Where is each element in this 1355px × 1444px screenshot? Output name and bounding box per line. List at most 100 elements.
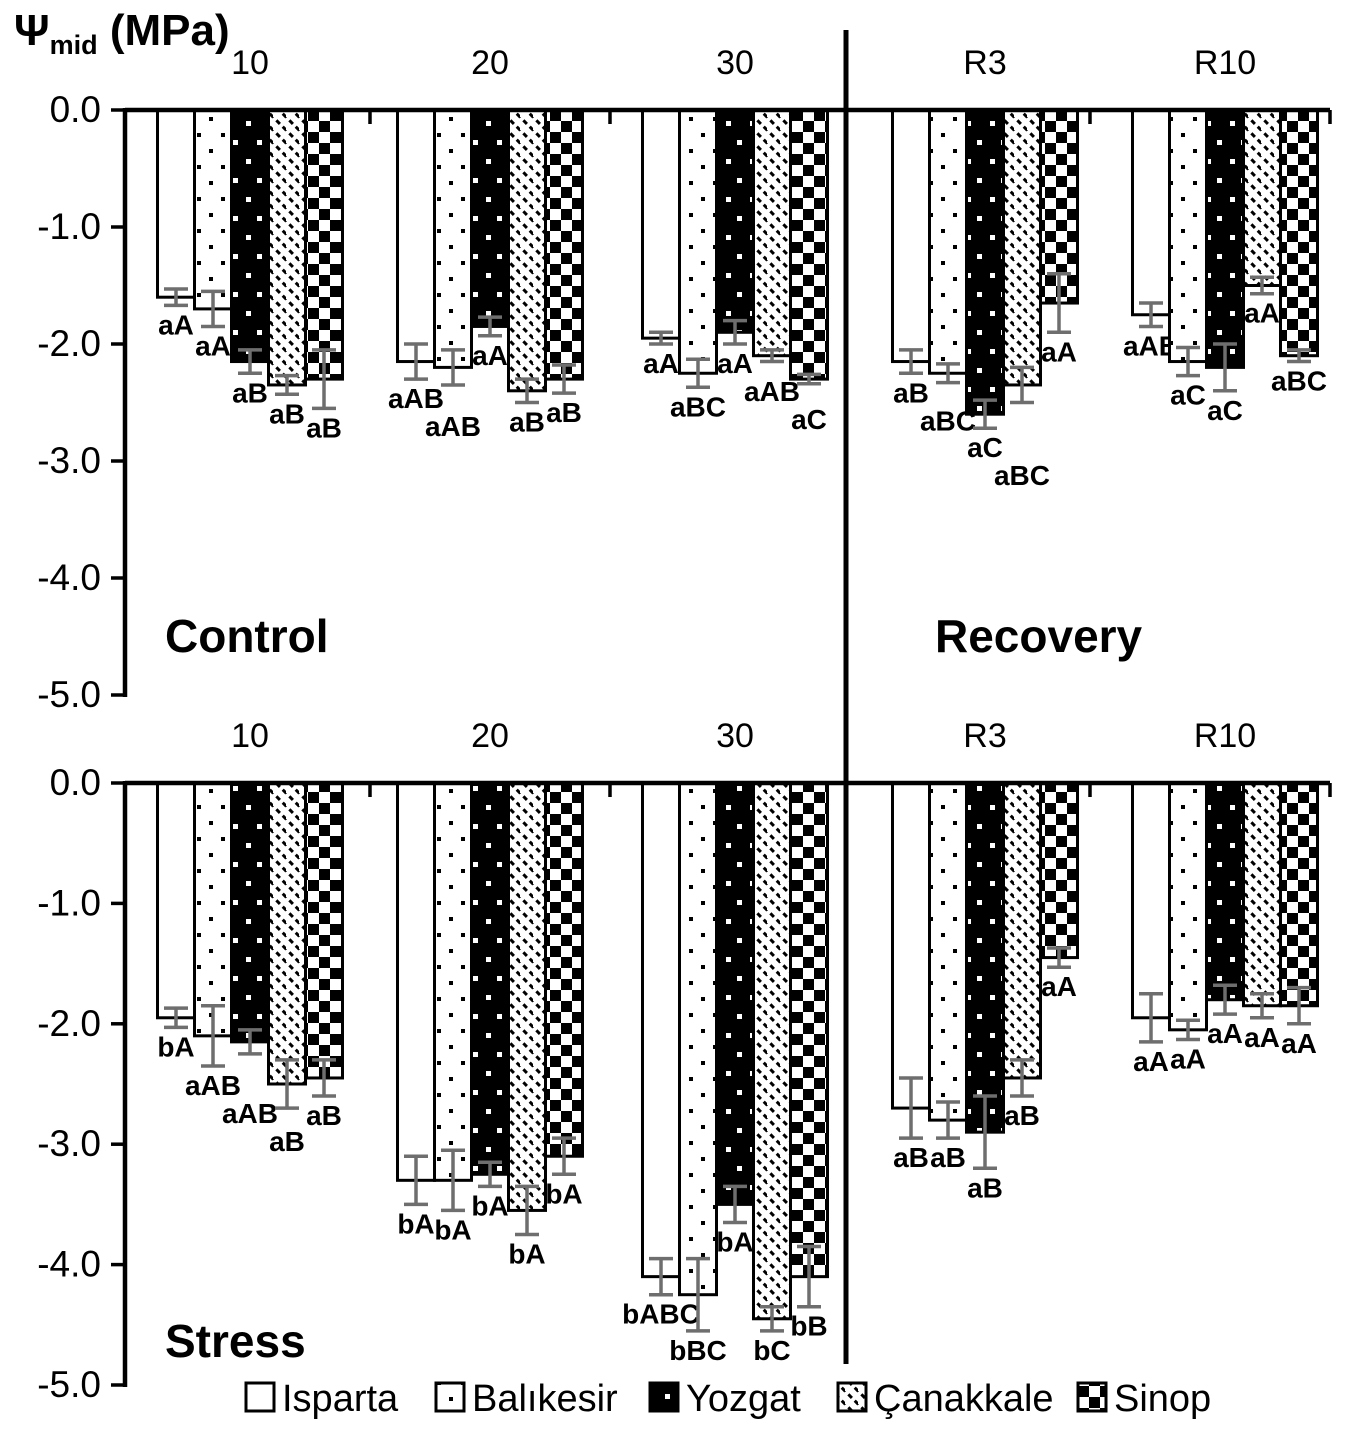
error-bar-sinop-30-panel1 [797,1244,821,1309]
sig-label-yozgat-10-panel1: aAB [222,1098,278,1129]
bar-yozgat-r10-panel1 [1205,781,1245,1002]
legend-swatch-yozgat [648,1381,680,1413]
y-tick-label-panel1: 0.0 [50,762,101,803]
legend-label-balikesir: Balıkesir [472,1378,618,1420]
bar-balikesir-30-panel0 [678,108,718,375]
group-header-10-panel0: 10 [231,44,269,82]
sig-label-balikesir-20-panel1: bA [434,1214,471,1245]
bar-sinop-r3-panel0 [1039,108,1079,305]
error-bar-sinop-10-panel1 [312,1058,336,1098]
sig-label-canakkale-10-panel1: aB [269,1126,305,1157]
bar-yozgat-10-panel0 [230,108,270,364]
bar-canakkale-30-panel1 [752,781,792,1321]
bar-isparta-10-panel0 [156,108,196,299]
error-bar-sinop-30-panel0 [797,372,821,386]
sig-label-canakkale-r10-panel0: aA [1244,298,1280,329]
error-bar-isparta-30-panel0 [649,330,673,346]
bar-balikesir-r10-panel1 [1168,781,1208,1032]
y-tick-label-panel0: -3.0 [37,440,101,481]
error-bar-balikesir-r10-panel0 [1176,345,1200,378]
bar-yozgat-30-panel0 [715,108,755,334]
error-bar-yozgat-20-panel0 [478,315,502,338]
legend-item-balikesir: Balıkesir [434,1378,618,1420]
group-header-r3-panel0: R3 [963,44,1006,82]
error-bar-balikesir-20-panel1 [441,1148,465,1213]
sig-label-isparta-r3-panel1: aB [893,1142,929,1173]
error-bar-canakkale-10-panel0 [275,373,299,397]
legend-swatch-canakkale [836,1381,868,1413]
y-tick-label-panel1: -1.0 [37,882,101,923]
legend-swatch-isparta [244,1381,276,1413]
error-bar-isparta-20-panel0 [404,342,428,381]
sig-label-balikesir-10-panel0: aA [195,330,231,361]
sig-label-yozgat-30-panel0: aA [717,348,753,379]
error-bar-yozgat-r10-panel0 [1213,342,1237,393]
panel-control: 10 20 30 R3 R100.0-1.0-2.0-3.0-4.0-5.0aAaAaB… [37,44,1332,715]
sig-label-sinop-20-panel0: aB [546,397,582,428]
bar-yozgat-20-panel0 [470,108,510,328]
sig-label-isparta-10-panel0: aA [158,309,194,340]
sig-label-yozgat-10-panel0: aB [232,377,268,408]
bar-canakkale-30-panel0 [752,108,792,358]
y-tick-label-panel0: -5.0 [37,674,101,715]
y-tick-label-panel1: -2.0 [37,1003,101,1044]
bar-canakkale-r10-panel1 [1242,781,1282,1008]
sig-label-canakkale-r3-panel1: aB [1004,1100,1040,1131]
sig-label-balikesir-r10-panel0: aC [1170,380,1206,411]
group-header-r10-panel0: R10 [1194,44,1256,82]
sig-label-sinop-r10-panel1: aA [1281,1028,1317,1059]
error-bar-canakkale-r10-panel1 [1250,991,1274,1020]
error-bar-yozgat-10-panel1 [238,1028,262,1056]
sig-label-isparta-20-panel1: bA [397,1208,434,1239]
bar-sinop-r3-panel1 [1039,781,1079,960]
bar-yozgat-30-panel1 [715,781,755,1206]
error-bar-canakkale-10-panel1 [275,1058,299,1110]
error-bar-isparta-r3-panel1 [899,1076,923,1140]
error-bar-sinop-20-panel1 [552,1136,576,1177]
bar-sinop-30-panel1 [789,781,829,1279]
bar-balikesir-r3-panel1 [928,781,968,1122]
sig-label-canakkale-30-panel1: bC [753,1335,790,1366]
legend-item-sinop: Sinop [1076,1378,1211,1420]
y-tick-label-panel0: -1.0 [37,206,101,247]
group-header-20-panel1: 20 [471,717,509,755]
legend-swatch-balikesir [434,1381,466,1413]
error-bar-canakkale-r3-panel0 [1010,365,1034,405]
sig-label-isparta-r3-panel0: aB [893,377,929,408]
bar-canakkale-r3-panel0 [1002,108,1042,387]
bar-canakkale-r3-panel1 [1002,781,1042,1080]
bar-canakkale-20-panel0 [507,108,547,393]
error-bar-balikesir-30-panel0 [686,357,710,390]
y-tick-label-panel0: 0.0 [50,89,101,130]
y-tick-label-panel1: -3.0 [37,1123,101,1164]
chart-title-subscript: mid [49,30,98,60]
error-bar-balikesir-10-panel1 [201,1003,225,1068]
bar-balikesir-r10-panel0 [1168,108,1208,364]
error-bar-isparta-10-panel0 [164,287,188,308]
error-bar-isparta-30-panel1 [649,1256,673,1297]
sig-label-sinop-r3-panel0: aA [1041,336,1077,367]
bar-canakkale-10-panel0 [267,108,307,387]
sig-label-sinop-r3-panel1: aA [1041,971,1077,1002]
y-tick-label-panel0: -2.0 [37,323,101,364]
sig-label-balikesir-30-panel0: aBC [670,391,726,422]
error-bar-yozgat-10-panel0 [238,348,262,375]
error-bar-sinop-r3-panel0 [1047,272,1071,335]
group-header-20-panel0: 20 [471,44,509,82]
legend-item-yozgat: Yozgat [648,1378,801,1420]
group-header-10-panel1: 10 [231,717,269,755]
sig-label-isparta-30-panel1: bABC [622,1299,700,1330]
bar-sinop-10-panel1 [304,781,344,1080]
error-bar-yozgat-30-panel1 [723,1184,747,1225]
chart-title: Ψmid (MPa) [14,6,230,61]
bar-isparta-30-panel0 [641,108,681,340]
bar-yozgat-20-panel1 [470,781,510,1176]
bar-isparta-r10-panel1 [1131,781,1171,1020]
error-bar-balikesir-r10-panel1 [1176,1018,1200,1042]
bar-balikesir-10-panel0 [193,108,233,311]
bar-canakkale-r10-panel0 [1242,108,1282,287]
bar-sinop-30-panel0 [789,108,829,381]
bar-balikesir-20-panel1 [433,781,473,1182]
